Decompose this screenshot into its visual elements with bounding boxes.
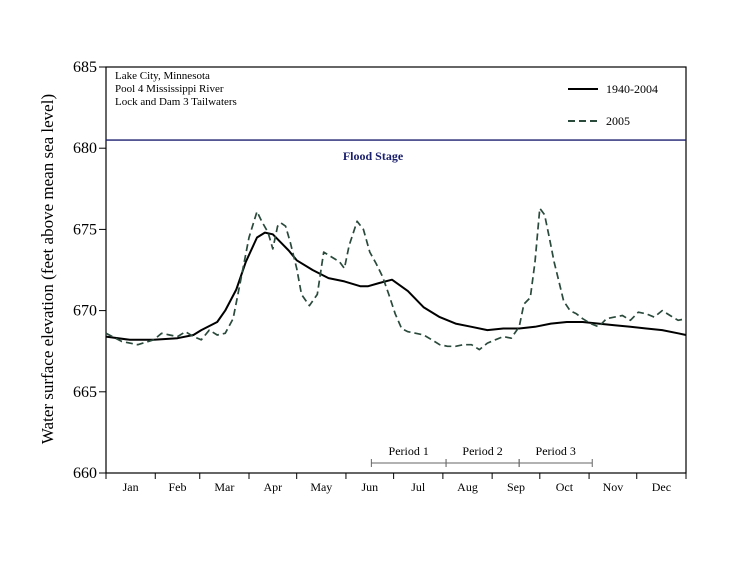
- period-2-label: Period 2: [462, 444, 502, 458]
- x-month-label-nov: Nov: [603, 480, 624, 494]
- period-3-label: Period 3: [536, 444, 576, 458]
- x-month-label-jun: Jun: [361, 480, 378, 494]
- y-tick-label-680: 680: [73, 140, 97, 157]
- series-line-2005: [105, 207, 687, 351]
- axes: 660 665 670 675 680 685 Jan Feb Mar Apr May Jun Jul A…: [73, 59, 687, 494]
- x-month-label-jan: Jan: [123, 480, 139, 494]
- x-month-label-may: May: [310, 480, 332, 494]
- x-month-label-aug: Aug: [457, 480, 478, 494]
- flood-stage-label: Flood Stage: [343, 149, 404, 163]
- x-month-label-jul: Jul: [411, 480, 426, 494]
- info-line-1: Lake City, Minnesota: [115, 70, 210, 82]
- y-axis-label: Water surface elevation (feet above mean…: [38, 94, 57, 444]
- info-line-2: Pool 4 Mississippi River: [115, 83, 224, 95]
- periods-group: Period 1 Period 2 Period 3: [370, 444, 593, 467]
- y-tick-label-665: 665: [73, 384, 97, 401]
- plot-frame: [105, 66, 687, 474]
- info-box: Lake City, Minnesota Pool 4 Mississippi …: [115, 70, 237, 108]
- y-tick-label-685: 685: [73, 59, 97, 76]
- x-month-label-mar: Mar: [214, 480, 234, 494]
- x-month-label-sep: Sep: [507, 480, 525, 494]
- x-month-label-dec: Dec: [652, 480, 671, 494]
- y-tick-label-675: 675: [73, 221, 97, 238]
- y-tick-label-660: 660: [73, 465, 97, 482]
- flood-stage-group: Flood Stage: [106, 139, 686, 163]
- series-group: [105, 207, 687, 351]
- y-tick-label-670: 670: [73, 303, 97, 320]
- legend: 1940-2004 2005: [568, 82, 658, 128]
- x-month-label-apr: Apr: [264, 480, 283, 494]
- legend-label-2005: 2005: [606, 114, 630, 128]
- info-line-3: Lock and Dam 3 Tailwaters: [115, 96, 237, 108]
- legend-label-1940-2004: 1940-2004: [606, 82, 658, 96]
- x-month-label-oct: Oct: [556, 480, 574, 494]
- period-1-label: Period 1: [389, 444, 429, 458]
- x-month-label-feb: Feb: [169, 480, 187, 494]
- series-line-1940-2004: [105, 231, 687, 341]
